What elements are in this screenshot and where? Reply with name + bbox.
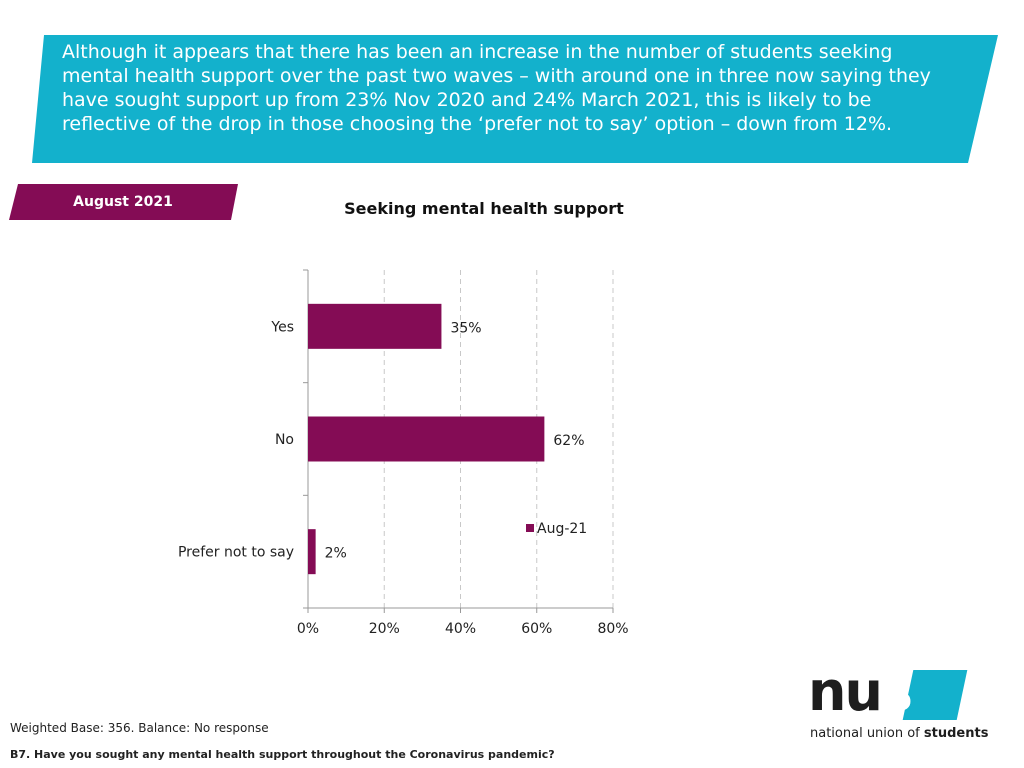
date-tag: August 2021 (73, 194, 173, 210)
weighted-base-note: Weighted Base: 356. Balance: No response (10, 721, 269, 735)
chart-title: Seeking mental health support (344, 199, 624, 218)
bar-no (308, 416, 545, 462)
legend-label: Aug-21 (537, 521, 587, 537)
data-label: 62% (553, 433, 584, 449)
header-banner (32, 35, 998, 163)
logo-tagline: national union of students (810, 726, 989, 741)
bar-chart: 0% 20% 40% 60% 80% Yes 35% No 62% Prefer not to s… (178, 269, 629, 637)
logo-accent-block (902, 670, 968, 720)
data-label: 35% (450, 320, 481, 336)
bar-yes (308, 303, 442, 349)
x-tick-label: 80% (597, 621, 628, 637)
category-label: No (275, 432, 294, 448)
header-decor (9, 35, 998, 220)
x-tick-label: 20% (369, 621, 400, 637)
logo-wordmark: nus (808, 660, 913, 723)
x-tick-label: 0% (297, 621, 319, 637)
date-tag-background (9, 184, 238, 220)
category-label: Yes (270, 319, 294, 335)
x-tick-label: 60% (521, 621, 552, 637)
survey-question: B7. Have you sought any mental health su… (10, 748, 555, 761)
x-tick-label: 40% (445, 621, 476, 637)
data-label: 2% (325, 546, 347, 562)
bar-prefer-not-to-say (308, 529, 316, 575)
headline-text: Although it appears that there has been … (62, 41, 931, 135)
nus-logo: nus national union of students (808, 664, 1008, 748)
legend-swatch (526, 524, 534, 532)
category-label: Prefer not to say (178, 545, 294, 561)
